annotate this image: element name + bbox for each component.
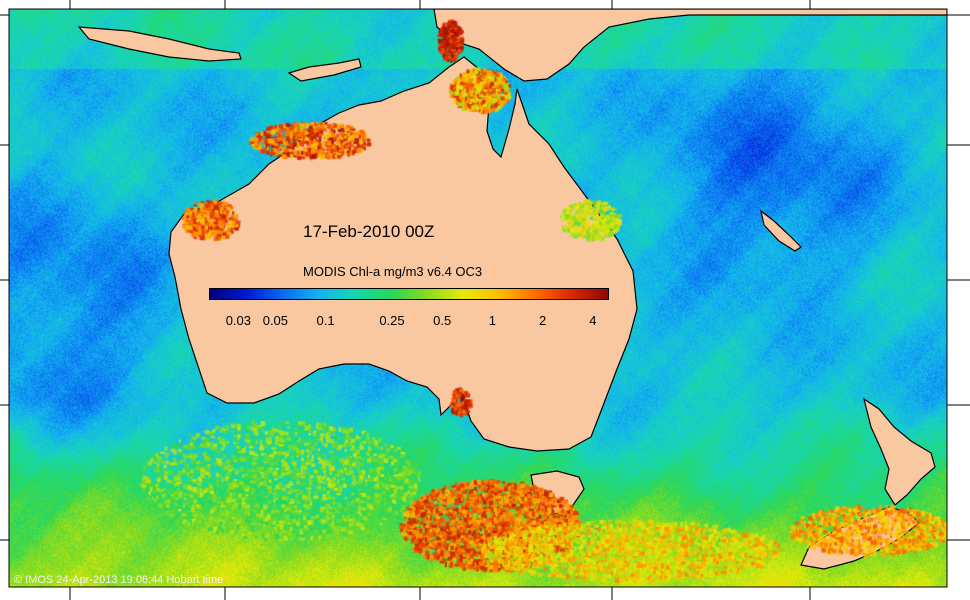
- date-label: 17-Feb-2010 00Z: [303, 222, 435, 241]
- colorbar-tick-label: 1: [488, 313, 497, 328]
- colorbar-tick-label: 0.5: [433, 313, 452, 328]
- map-border: [8, 8, 948, 588]
- colorbar-tick-label: 0.03: [225, 313, 252, 328]
- colorbar-tick-label: 4: [589, 313, 597, 328]
- colorbar-title: MODIS Chl-a mg/m3 v6.4 OC3: [303, 264, 483, 279]
- credit-text: © IMOS 24-Apr-2013 19:06:44 Hobart time: [14, 574, 224, 586]
- colorbar-tick-label: 0.25: [379, 313, 405, 328]
- colorbar: [209, 288, 609, 300]
- colorbar-tick-label: 0.05: [262, 313, 289, 328]
- colorbar-tick-label: 2: [538, 313, 547, 328]
- colorbar-tick-label: 0.1: [316, 313, 335, 328]
